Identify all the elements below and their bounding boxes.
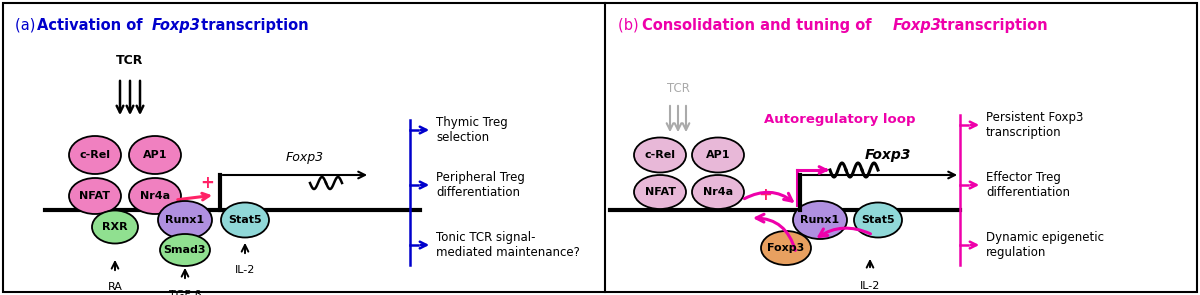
- Ellipse shape: [130, 136, 181, 174]
- Text: (a): (a): [14, 18, 40, 33]
- Text: Foxp3: Foxp3: [893, 18, 942, 33]
- Text: AP1: AP1: [143, 150, 167, 160]
- Text: transcription: transcription: [935, 18, 1048, 33]
- Text: Foxp3: Foxp3: [286, 152, 324, 165]
- Text: Foxp3: Foxp3: [152, 18, 200, 33]
- Ellipse shape: [158, 201, 212, 239]
- Ellipse shape: [634, 175, 686, 209]
- Ellipse shape: [761, 231, 811, 265]
- Ellipse shape: [692, 175, 744, 209]
- Ellipse shape: [70, 136, 121, 174]
- Text: Tonic TCR signal-
mediated maintenance?: Tonic TCR signal- mediated maintenance?: [436, 231, 580, 259]
- Ellipse shape: [634, 137, 686, 173]
- Ellipse shape: [793, 201, 847, 239]
- Text: Runx1: Runx1: [166, 215, 204, 225]
- Text: (b): (b): [618, 18, 643, 33]
- Text: TCR: TCR: [666, 81, 690, 94]
- Text: RXR: RXR: [102, 222, 128, 232]
- Text: Stat5: Stat5: [228, 215, 262, 225]
- Text: Nr4a: Nr4a: [703, 187, 733, 197]
- Ellipse shape: [130, 178, 181, 214]
- Text: AP1: AP1: [706, 150, 731, 160]
- Text: Foxp3: Foxp3: [865, 148, 911, 162]
- Text: Effector Treg
differentiation: Effector Treg differentiation: [986, 171, 1070, 199]
- Text: Dynamic epigenetic
regulation: Dynamic epigenetic regulation: [986, 231, 1104, 259]
- Text: RA: RA: [108, 282, 122, 292]
- Text: Stat5: Stat5: [862, 215, 895, 225]
- Ellipse shape: [70, 178, 121, 214]
- Ellipse shape: [692, 137, 744, 173]
- Text: c-Rel: c-Rel: [644, 150, 676, 160]
- Text: Runx1: Runx1: [800, 215, 840, 225]
- Text: +: +: [200, 174, 214, 192]
- Text: Thymic Treg
selection: Thymic Treg selection: [436, 116, 508, 144]
- Text: IL-2: IL-2: [860, 281, 880, 291]
- Text: IL-2: IL-2: [235, 265, 256, 275]
- Text: Smad3: Smad3: [163, 245, 206, 255]
- Text: Consolidation and tuning of: Consolidation and tuning of: [642, 18, 877, 33]
- Text: Autoregulatory loop: Autoregulatory loop: [764, 114, 916, 127]
- Ellipse shape: [160, 234, 210, 266]
- Text: transcription: transcription: [196, 18, 308, 33]
- Text: NFAT: NFAT: [644, 187, 676, 197]
- Text: TCR: TCR: [116, 53, 144, 66]
- Text: Activation of: Activation of: [37, 18, 148, 33]
- Text: c-Rel: c-Rel: [79, 150, 110, 160]
- Ellipse shape: [854, 202, 902, 237]
- Text: Foxp3: Foxp3: [767, 243, 805, 253]
- Text: +: +: [758, 186, 772, 204]
- Text: TGF-β: TGF-β: [169, 290, 202, 295]
- Text: Peripheral Treg
differentiation: Peripheral Treg differentiation: [436, 171, 524, 199]
- Ellipse shape: [221, 202, 269, 237]
- Ellipse shape: [92, 211, 138, 243]
- Text: Nr4a: Nr4a: [140, 191, 170, 201]
- Text: Persistent Foxp3
transcription: Persistent Foxp3 transcription: [986, 111, 1084, 139]
- Text: NFAT: NFAT: [79, 191, 110, 201]
